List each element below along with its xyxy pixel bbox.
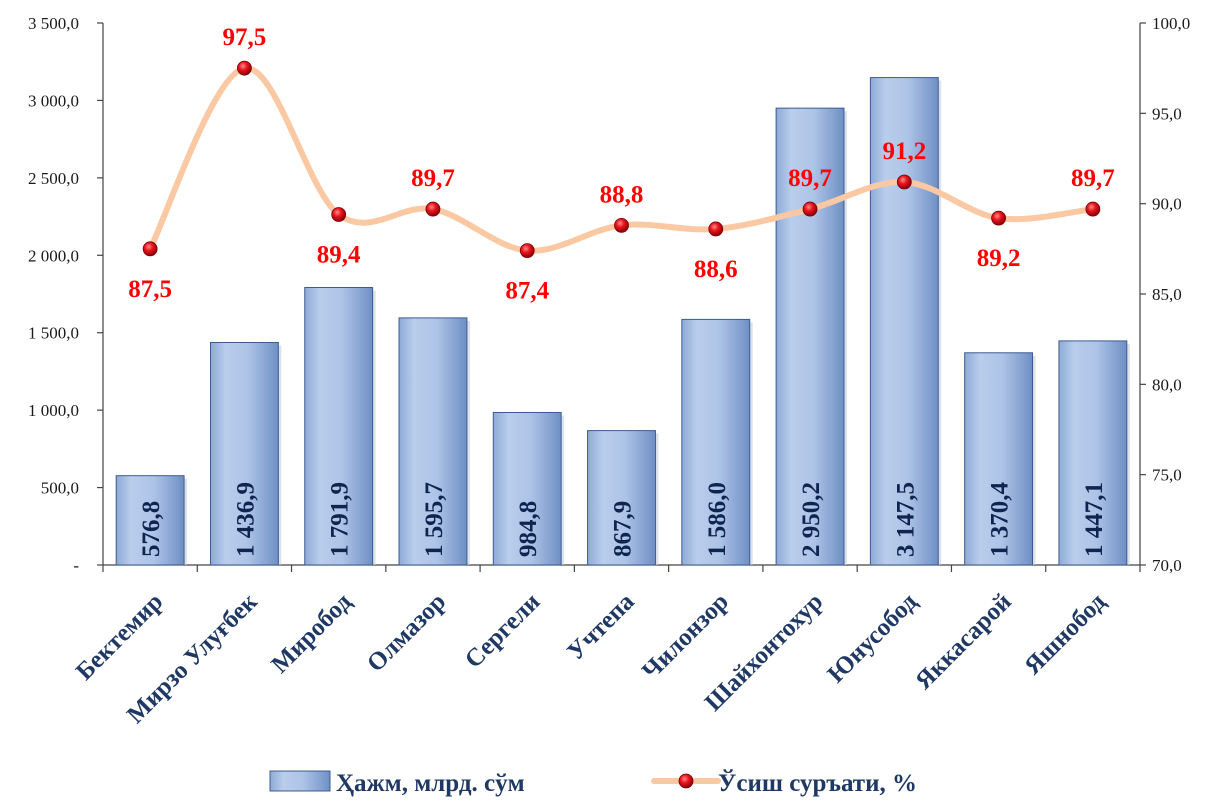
left-tick-label: 3 000,0 bbox=[28, 91, 79, 110]
bar bbox=[681, 318, 751, 566]
line-value-label: 89,2 bbox=[977, 245, 1021, 272]
x-category-label: Юнусобод bbox=[823, 588, 923, 688]
line-point bbox=[991, 210, 1006, 226]
line-point bbox=[142, 241, 158, 257]
bar-series bbox=[115, 77, 1130, 566]
bar-value-label: 1 436,9 bbox=[232, 482, 259, 557]
line-point bbox=[1085, 201, 1101, 217]
line-series bbox=[142, 60, 1101, 259]
line-point bbox=[237, 60, 252, 76]
left-tick-label: 2 500,0 bbox=[28, 169, 79, 188]
bar-value-label: 2 950,2 bbox=[798, 482, 825, 557]
x-category-label: Сергели bbox=[460, 588, 546, 674]
bar bbox=[304, 287, 374, 566]
line-value-label: 88,8 bbox=[600, 181, 644, 208]
legend-line-label: Ўсиш суръати, % bbox=[718, 769, 917, 797]
line-value-label: 87,5 bbox=[128, 276, 172, 303]
line-point bbox=[614, 217, 629, 233]
line-value-label: 97,5 bbox=[223, 24, 267, 51]
bar-value-label: 1 370,4 bbox=[987, 482, 1014, 557]
bar bbox=[587, 430, 656, 566]
bar bbox=[775, 107, 845, 566]
bar-value-label: 1 586,0 bbox=[704, 482, 731, 557]
line-point bbox=[802, 201, 818, 217]
bar-value-label: 984,8 bbox=[515, 501, 542, 557]
line-value-label: 89,7 bbox=[411, 165, 455, 192]
line-value-label: 89,7 bbox=[1071, 165, 1115, 192]
bar-value-label: 1 791,9 bbox=[327, 482, 354, 557]
bar bbox=[209, 341, 279, 566]
legend: Ҳажм, млрд. сўм Ўсиш суръати, % bbox=[269, 769, 917, 797]
line-value-label: 89,7 bbox=[788, 165, 832, 192]
bar-value-label: 1 595,7 bbox=[421, 482, 448, 557]
x-category-label: Олмазор bbox=[362, 588, 451, 677]
growth-rate-line bbox=[147, 65, 1096, 254]
bar bbox=[964, 352, 1034, 566]
line-value-label: 88,6 bbox=[694, 256, 738, 283]
x-category-label: Миробод bbox=[266, 588, 357, 679]
right-tick-label: 80,0 bbox=[1152, 375, 1182, 394]
left-tick-label: 3 500,0 bbox=[28, 14, 79, 33]
bar bbox=[398, 317, 468, 566]
line-point bbox=[425, 201, 441, 217]
line-point bbox=[896, 174, 912, 190]
bar-value-label: 3 147,5 bbox=[892, 482, 919, 557]
right-tick-label: 70,0 bbox=[1152, 556, 1182, 575]
line-point bbox=[331, 207, 347, 222]
bar bbox=[869, 77, 939, 566]
bar-value-label: 1 447,1 bbox=[1081, 482, 1108, 557]
left-tick-label: 2 000,0 bbox=[28, 246, 79, 265]
left-tick-label: 1 000,0 bbox=[28, 401, 79, 420]
line-point bbox=[708, 221, 724, 237]
line-value-label: 91,2 bbox=[882, 138, 926, 165]
right-tick-label: 90,0 bbox=[1152, 195, 1182, 214]
x-category-label: Яккасарой bbox=[910, 588, 1017, 695]
bar bbox=[492, 411, 562, 566]
bar-value-label: 867,9 bbox=[610, 501, 637, 557]
bar-value-label: 576,8 bbox=[138, 501, 165, 557]
left-tick-label: 500,0 bbox=[41, 479, 79, 498]
line-point bbox=[519, 243, 535, 259]
right-tick-label: 95,0 bbox=[1152, 104, 1182, 123]
x-category-label: Чилонзор bbox=[637, 588, 734, 685]
data-labels: 576,8 1 436,9 1 791,9 1 595,7 984,8 867,9 1 58… bbox=[128, 24, 1114, 557]
line-value-label: 87,4 bbox=[505, 278, 549, 305]
x-category-label: Яшнобод bbox=[1019, 588, 1111, 680]
right-tick-label: 100,0 bbox=[1152, 14, 1190, 33]
legend-line-marker bbox=[678, 773, 694, 789]
line-value-label: 89,4 bbox=[317, 242, 361, 269]
left-tick-label: 1 500,0 bbox=[28, 324, 79, 343]
x-category-label: Бектемир bbox=[71, 588, 168, 685]
bar bbox=[1058, 340, 1128, 566]
right-tick-label: 75,0 bbox=[1152, 466, 1182, 485]
legend-bar-label: Ҳажм, млрд. сўм bbox=[336, 770, 525, 797]
bar bbox=[115, 475, 185, 566]
x-category-label: Учтепа bbox=[562, 588, 640, 666]
legend-bar-swatch bbox=[269, 770, 331, 792]
left-tick-label: - bbox=[73, 556, 79, 575]
right-tick-label: 85,0 bbox=[1152, 285, 1182, 304]
